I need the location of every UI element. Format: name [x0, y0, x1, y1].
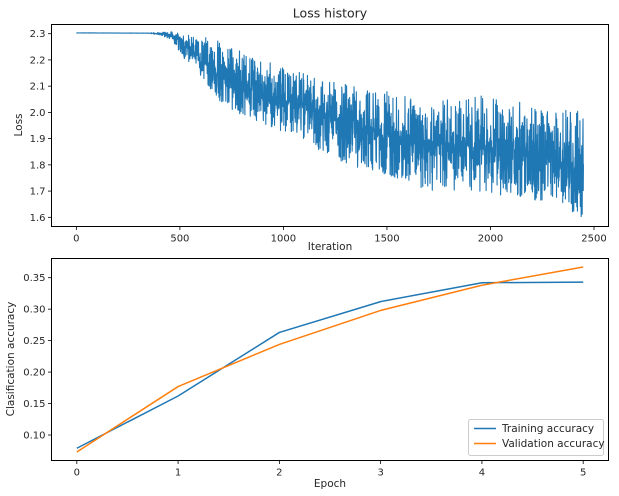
loss-y-tick-label: 2.1	[30, 82, 46, 93]
loss-history-plot: Loss history 0 500 1000 1500 2000 2500 1.6 1.7…	[13, 6, 609, 253]
loss-y-tick-label: 1.6	[30, 213, 46, 224]
accuracy-y-tick-label: 0.20	[23, 368, 45, 379]
accuracy-y-axis-label: Clasification accuracy	[5, 302, 17, 417]
loss-y-tick-label: 1.8	[30, 160, 46, 171]
accuracy-legend: Training accuracy Validation accuracy	[468, 419, 605, 456]
loss-plot-title: Loss history	[293, 6, 368, 21]
accuracy-y-tick-label: 0.25	[23, 336, 45, 347]
accuracy-x-tick-label: 5	[580, 468, 586, 479]
validation-accuracy-line	[76, 266, 584, 453]
accuracy-x-tick-label: 3	[377, 468, 383, 479]
loss-x-tick-label: 1500	[374, 234, 399, 245]
accuracy-y-tick-label: 0.15	[23, 399, 45, 410]
accuracy-plot: 0 1 2 3 4 5 0.10 0.15 0.20 0.25 0.30 0.35 Epoch Cl…	[5, 258, 609, 490]
loss-x-axis-label: Iteration	[308, 241, 353, 253]
accuracy-x-tick-label: 0	[74, 468, 80, 479]
accuracy-x-ticks: 0 1 2 3 4 5	[74, 460, 586, 479]
loss-x-tick-label: 500	[170, 234, 189, 245]
accuracy-x-tick-label: 2	[276, 468, 282, 479]
accuracy-plot-frame	[51, 258, 609, 461]
loss-series-line	[76, 31, 584, 218]
loss-plot-frame	[51, 24, 609, 227]
accuracy-series-group	[76, 266, 584, 453]
accuracy-y-ticks: 0.10 0.15 0.20 0.25 0.30 0.35	[23, 273, 52, 442]
loss-x-ticks: 0 500 1000 1500 2000 2500	[73, 226, 607, 245]
loss-x-tick-label: 1000	[271, 234, 296, 245]
loss-y-ticks: 1.6 1.7 1.8 1.9 2.0 2.1 2.2 2.3	[30, 29, 52, 224]
loss-x-tick-label: 2000	[478, 234, 503, 245]
accuracy-y-tick-label: 0.35	[23, 273, 45, 284]
loss-y-axis-label: Loss	[13, 113, 25, 136]
loss-y-tick-label: 1.9	[30, 134, 46, 145]
loss-series-group	[76, 31, 584, 218]
accuracy-y-tick-label: 0.10	[23, 431, 45, 442]
loss-x-tick-label: 0	[73, 234, 79, 245]
loss-y-tick-label: 1.7	[30, 187, 46, 198]
loss-x-tick-label: 2500	[581, 234, 606, 245]
accuracy-x-tick-label: 1	[175, 468, 181, 479]
accuracy-x-axis-label: Epoch	[314, 478, 346, 490]
loss-y-tick-label: 2.2	[30, 55, 46, 66]
loss-y-tick-label: 2.3	[30, 29, 46, 40]
legend-label-training: Training accuracy	[501, 423, 594, 435]
accuracy-x-tick-label: 4	[479, 468, 485, 479]
accuracy-y-tick-label: 0.30	[23, 305, 45, 316]
loss-y-tick-label: 2.0	[30, 108, 46, 119]
legend-label-validation: Validation accuracy	[502, 438, 605, 450]
legend-box	[468, 419, 604, 456]
